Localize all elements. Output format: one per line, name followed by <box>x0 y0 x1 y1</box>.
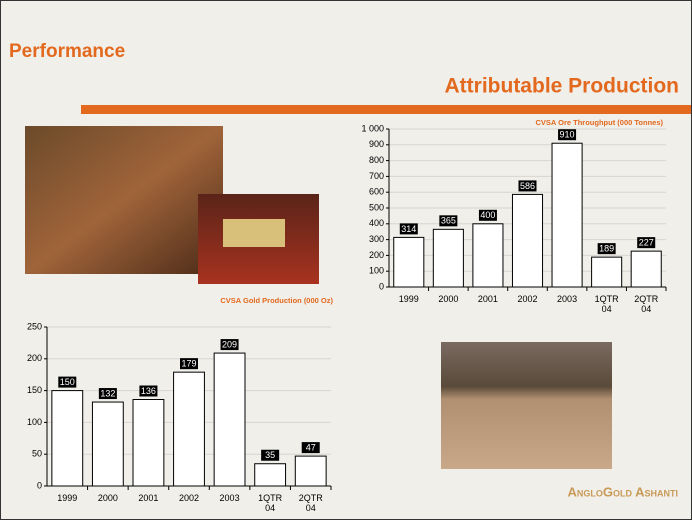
x-tick-label: 2000 <box>97 493 118 503</box>
gold-bar <box>223 219 285 247</box>
value-label: 136 <box>141 386 156 396</box>
value-label-box <box>399 223 418 235</box>
y-tick-label: 300 <box>369 234 384 244</box>
y-tick-label: 700 <box>369 171 384 181</box>
value-label-box <box>180 358 198 370</box>
y-tick-label: 0 <box>37 480 42 490</box>
photo-plant <box>25 126 223 274</box>
x-tick-label: 1QTR 04 <box>594 294 619 314</box>
value-label-box <box>261 449 280 461</box>
bar <box>432 228 464 288</box>
x-tick-label: 2003 <box>219 493 240 503</box>
y-tick-label: 100 <box>369 266 384 276</box>
x-tick-label: 2003 <box>557 294 578 304</box>
value-label: 400 <box>480 210 495 220</box>
value-label-box <box>478 209 497 221</box>
x-tick-label: 2001 <box>477 294 498 304</box>
x-tick-label: 1999 <box>57 493 78 503</box>
chart-title: CVSA Gold Production (000 Oz) <box>220 296 333 305</box>
x-tick-label: 2002 <box>178 493 200 503</box>
x-tick-label: 2QTR 04 <box>298 493 323 513</box>
value-label-box <box>597 243 616 255</box>
value-label: 227 <box>639 238 654 248</box>
bar <box>254 463 287 487</box>
value-label-box <box>139 385 158 397</box>
x-tick-label: 2000 <box>438 294 459 304</box>
value-label: 35 <box>265 450 275 460</box>
value-label: 910 <box>560 130 575 140</box>
value-label: 132 <box>100 388 115 398</box>
value-label: 209 <box>222 339 237 349</box>
y-tick-label: 800 <box>369 155 384 165</box>
chart-title: CVSA Ore Throughput (000 Tonnes) <box>535 118 663 127</box>
bar <box>551 142 583 288</box>
bar <box>294 455 327 487</box>
value-label-box <box>637 237 656 249</box>
x-tick-label: 1QTR 04 <box>258 493 283 513</box>
value-label: 586 <box>520 181 535 191</box>
value-label-box <box>220 339 239 351</box>
y-tick-label: 400 <box>369 218 384 228</box>
y-tick-label: 250 <box>27 321 42 331</box>
bar <box>173 371 205 487</box>
x-tick-label: 2QTR 04 <box>634 294 659 314</box>
slide-subtitle: Attributable Production <box>445 75 680 98</box>
bar <box>472 223 504 288</box>
bar <box>591 256 623 288</box>
bar <box>393 236 425 288</box>
bar <box>630 250 662 288</box>
y-tick-label: 0 <box>379 281 384 291</box>
y-tick-label: 500 <box>369 202 384 212</box>
value-label: 150 <box>60 377 75 387</box>
accent-bar <box>81 105 691 114</box>
bar <box>213 352 246 487</box>
y-tick-label: 150 <box>27 385 42 395</box>
y-tick-label: 200 <box>369 250 384 260</box>
bar <box>132 399 165 487</box>
value-label: 47 <box>306 442 316 452</box>
y-tick-label: 900 <box>369 139 384 149</box>
bar <box>511 193 544 288</box>
bar <box>91 401 124 487</box>
value-label-box <box>98 388 117 400</box>
value-label-box <box>518 180 537 192</box>
x-tick-label: 2001 <box>138 493 159 503</box>
y-tick-label: 100 <box>27 417 42 427</box>
y-tick-label: 1 000 <box>361 123 384 133</box>
value-label-box <box>558 129 577 141</box>
value-label: 314 <box>401 224 416 234</box>
value-label-box <box>58 376 77 388</box>
value-label: 189 <box>599 244 614 254</box>
value-label-box <box>439 215 458 227</box>
x-tick-label: 2002 <box>517 294 538 304</box>
bar <box>51 390 84 487</box>
photo-site <box>441 342 612 469</box>
y-tick-label: 50 <box>32 449 42 459</box>
y-tick-label: 600 <box>369 187 384 197</box>
y-tick-label: 200 <box>27 353 42 363</box>
slide-title: Performance <box>9 41 125 62</box>
value-label: 365 <box>441 216 456 226</box>
x-tick-label: 1999 <box>398 294 419 304</box>
value-label-box <box>301 442 320 454</box>
value-label: 179 <box>181 359 196 369</box>
logo: AngloGold Ashanti <box>567 484 678 499</box>
